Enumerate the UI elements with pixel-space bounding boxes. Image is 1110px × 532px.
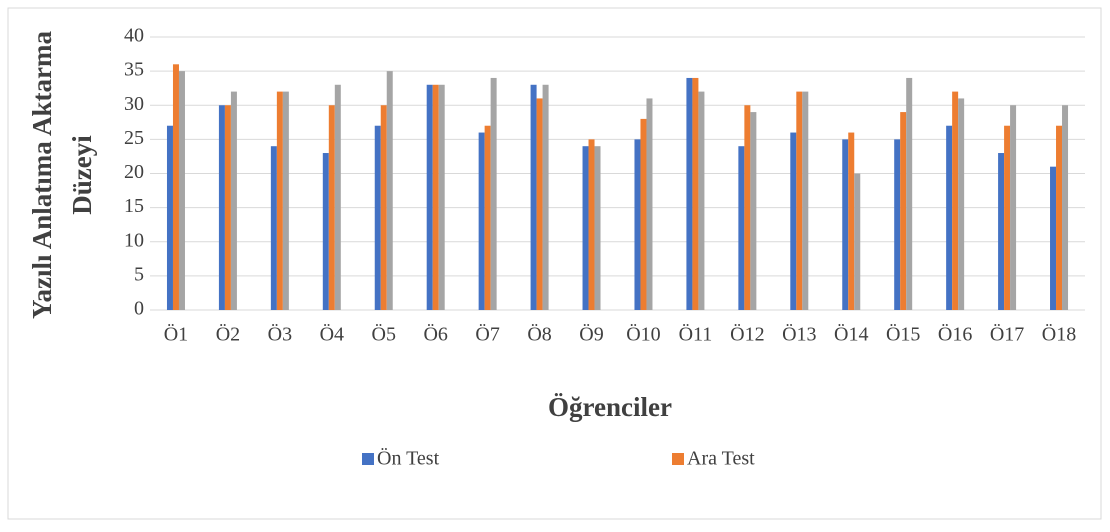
x-tick-label: Ö5	[372, 323, 396, 346]
bar	[1004, 125, 1011, 310]
bar	[848, 132, 855, 310]
bar	[270, 146, 277, 310]
bar	[490, 77, 497, 310]
bar	[802, 91, 809, 310]
x-tick-label: Ö6	[423, 323, 447, 346]
y-tick-label: 10	[124, 229, 144, 251]
y-tick-label: 5	[134, 263, 144, 285]
bar	[334, 84, 341, 311]
x-tick-label: Ö17	[990, 323, 1024, 346]
y-tick-label: 25	[124, 127, 144, 149]
bar	[744, 105, 751, 310]
bar	[542, 84, 549, 311]
bar	[172, 64, 179, 310]
x-tick-label: Ö2	[216, 323, 240, 346]
legend-swatch	[362, 453, 374, 465]
bar	[750, 112, 757, 310]
bar	[998, 153, 1005, 310]
bar	[530, 84, 537, 311]
bar	[374, 125, 381, 310]
bar	[328, 105, 335, 310]
x-tick-label: Ö3	[268, 323, 292, 346]
bar	[842, 139, 849, 310]
bar	[588, 139, 595, 310]
x-tick-label: Ö11	[679, 323, 713, 346]
bar	[426, 84, 433, 311]
y-tick-label: 30	[124, 93, 144, 115]
y-tick-label: 0	[134, 298, 144, 320]
bar	[322, 153, 329, 310]
bar	[906, 77, 913, 310]
bar	[686, 77, 693, 310]
x-tick-label: Ö4	[320, 323, 344, 346]
bar	[894, 139, 901, 310]
bar	[1010, 105, 1017, 310]
x-tick-label: Ö18	[1042, 323, 1076, 346]
y-tick-label: 20	[124, 161, 144, 183]
x-tick-label: Ö12	[730, 323, 764, 346]
bar	[790, 132, 797, 310]
x-tick-label: Ö8	[527, 323, 551, 346]
bar	[1056, 125, 1063, 310]
x-tick-label: Ö15	[886, 323, 920, 346]
bar	[738, 146, 745, 310]
y-axis-title: Yazılı Anlatıma Aktarma	[27, 31, 57, 319]
bar	[432, 84, 439, 311]
x-tick-label: Ö14	[834, 323, 868, 346]
legend-label: Ön Test	[377, 447, 440, 470]
bar	[692, 77, 699, 310]
x-tick-label: Ö10	[626, 323, 660, 346]
bar	[958, 98, 965, 310]
legend-swatch	[672, 453, 684, 465]
bar	[218, 105, 225, 310]
x-tick-label: Ö7	[475, 323, 499, 346]
bar	[178, 71, 185, 310]
y-tick-label: 15	[124, 195, 144, 217]
bar	[900, 112, 907, 310]
bar	[946, 125, 953, 310]
x-tick-label: Ö16	[938, 323, 972, 346]
y-tick-label: 40	[124, 25, 144, 47]
bar	[796, 91, 803, 310]
bar	[380, 105, 387, 310]
bar	[282, 91, 289, 310]
x-tick-label: Ö9	[579, 323, 603, 346]
bar	[438, 84, 445, 311]
bar	[640, 118, 647, 311]
bar	[230, 91, 237, 310]
bar	[634, 139, 641, 310]
bar	[698, 91, 705, 310]
y-axis-title: Düzeyi	[67, 135, 97, 215]
bar	[478, 132, 485, 310]
bar	[276, 91, 283, 310]
bar	[1050, 166, 1057, 310]
bar	[582, 146, 589, 310]
bar	[224, 105, 231, 310]
bar	[854, 173, 861, 310]
bar	[166, 125, 173, 310]
bar	[536, 98, 543, 310]
x-tick-label: Ö1	[164, 323, 188, 346]
bar	[1062, 105, 1069, 310]
bar	[594, 146, 601, 310]
bar	[952, 91, 959, 310]
y-tick-label: 35	[124, 59, 144, 81]
bar	[646, 98, 653, 310]
chart-frame	[7, 7, 1102, 520]
legend-label: Ara Test	[687, 448, 755, 470]
bar	[484, 125, 491, 310]
x-axis-title: Öğrenciler	[548, 392, 672, 422]
bar	[386, 71, 393, 310]
x-tick-label: Ö13	[782, 323, 816, 346]
